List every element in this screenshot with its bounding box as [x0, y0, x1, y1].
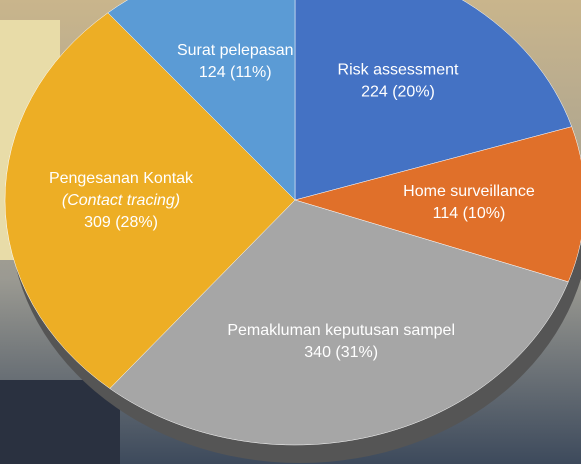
- value-label: 124 (11%): [199, 64, 272, 81]
- slice-label: Pemakluman keputusan sampel: [227, 322, 455, 339]
- value-label: 114 (10%): [433, 205, 506, 222]
- slice-label: Pengesanan Kontak: [49, 170, 194, 187]
- chart: Risk assessment 224 (20%) Home surveillanc…: [0, 0, 581, 464]
- slice-label: Home surveillance: [403, 183, 535, 200]
- value-label: 309 (28%): [84, 214, 158, 231]
- slice-sublabel: (Contact tracing): [62, 192, 180, 209]
- slice-label: Risk assessment: [338, 62, 459, 79]
- value-label: 340 (31%): [304, 344, 378, 361]
- value-label: 224 (20%): [361, 84, 435, 101]
- slice-label: Surat pelepasan: [177, 42, 294, 59]
